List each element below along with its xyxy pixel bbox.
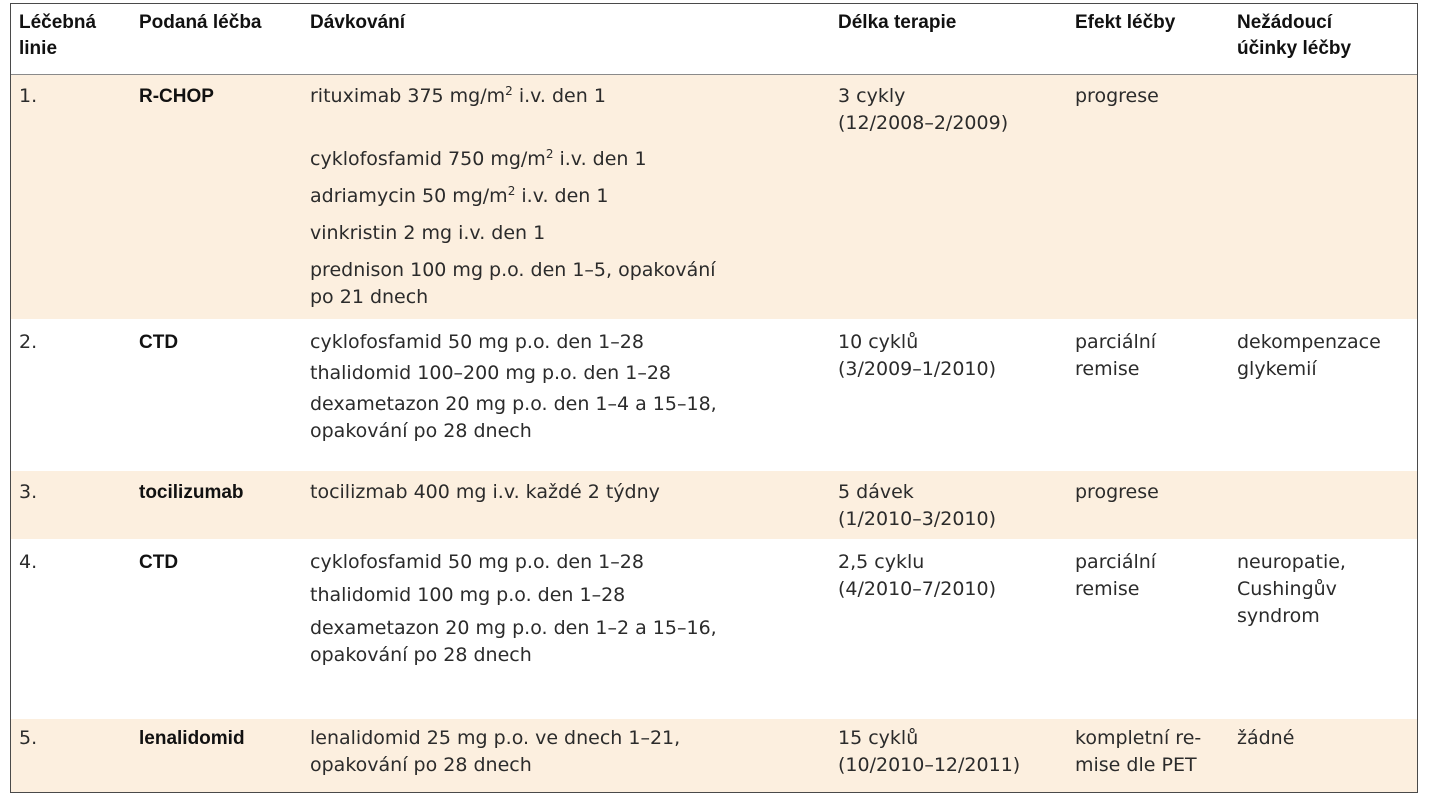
dose-line: dexametazon 20 mg p.o. den 1–2 a 15–16, — [310, 617, 717, 639]
row-effect: progrese — [1075, 479, 1159, 506]
dose-line: dexametazon 20 mg p.o. den 1–4 a 15–18, — [310, 393, 717, 415]
row-duration: 2,5 cyklu (4/2010–7/2010) — [838, 549, 996, 603]
dose-line: thalidomid 100 mg p.o. den 1–28 — [310, 584, 626, 606]
effect-line: mise dle PET — [1075, 754, 1197, 776]
row-side-effects: žádné — [1237, 725, 1294, 752]
duration-line: (10/2010–12/2011) — [838, 754, 1021, 776]
header-effect: Efekt léčby — [1075, 12, 1176, 33]
effect-line: remise — [1075, 578, 1140, 600]
table-row: 1. R-CHOP rituximab 375 mg/m2 i.v. den 1… — [11, 75, 1417, 319]
effect-line: remise — [1075, 358, 1140, 380]
table-header: Léčebná linie Podaná léčba Dávkování Dél… — [11, 4, 1417, 75]
row-treatment: R-CHOP — [139, 86, 214, 107]
header-line-1: Léčebná — [19, 12, 97, 33]
side-effect-line: dekompenzace — [1237, 331, 1381, 353]
header-side-1: Nežádoucí — [1237, 12, 1333, 33]
table-row: 2. CTD cyklofosfamid 50 mg p.o. den 1–28… — [11, 319, 1417, 451]
side-effect-line: neuropatie, — [1237, 551, 1346, 573]
duration-line: 5 dávek — [838, 481, 914, 503]
effect-line: progrese — [1075, 85, 1159, 107]
row-treatment: CTD — [139, 552, 179, 573]
dose-line: thalidomid 100–200 mg p.o. den 1–28 — [310, 362, 672, 384]
dose-line: lenalidomid 25 mg p.o. ve dnech 1–21, — [310, 727, 681, 749]
dose-line: cyklofosfamid 50 mg p.o. den 1–28 — [310, 551, 644, 573]
header-line-2: linie — [19, 38, 58, 59]
header-dosing: Dávkování — [310, 12, 406, 33]
duration-line: (4/2010–7/2010) — [838, 578, 997, 600]
dose-line: cyklofosfamid 50 mg p.o. den 1–28 — [310, 331, 644, 353]
row-treatment: tocilizumab — [139, 482, 244, 503]
dose-line: opakování po 28 dnech — [310, 644, 532, 666]
therapy-table: Léčebná linie Podaná léčba Dávkování Dél… — [10, 3, 1418, 793]
header-side-2: účinky léčby — [1237, 38, 1352, 59]
dose-line: adriamycin 50 mg/m2 i.v. den 1 — [310, 184, 609, 207]
row-line-number: 3. — [19, 481, 38, 503]
side-effect-line: Cushingův — [1237, 578, 1337, 600]
row-side-effects: neuropatie, Cushingův syndrom — [1237, 549, 1346, 630]
duration-line: (3/2009–1/2010) — [838, 358, 997, 380]
dose-line: rituximab 375 mg/m2 i.v. den 1 — [310, 84, 606, 107]
duration-line: 10 cyklů — [838, 331, 919, 353]
header-treatment: Podaná léčba — [139, 12, 262, 33]
row-effect: parciální remise — [1075, 329, 1156, 383]
row-dosing: cyklofosfamid 50 mg p.o. den 1–28 thalid… — [310, 329, 717, 445]
row-duration: 10 cyklů (3/2009–1/2010) — [838, 329, 996, 383]
row-effect: progrese — [1075, 83, 1159, 110]
side-effect-line: žádné — [1237, 727, 1295, 749]
row-treatment: lenalidomid — [139, 728, 245, 749]
row-dosing: tocilizmab 400 mg i.v. každé 2 týdny — [310, 479, 660, 506]
header-side-effects: Nežádoucí účinky léčby — [1237, 10, 1351, 62]
effect-line: parciální — [1075, 551, 1157, 573]
table-row: 3. tocilizumab tocilizmab 400 mg i.v. ka… — [11, 471, 1417, 539]
effect-line: progrese — [1075, 481, 1159, 503]
row-line-number: 1. — [19, 85, 38, 107]
duration-line: 2,5 cyklu — [838, 551, 925, 573]
effect-line: parciální — [1075, 331, 1157, 353]
header-duration: Délka terapie — [838, 12, 957, 33]
duration-line: (1/2010–3/2010) — [838, 508, 997, 530]
duration-line: 15 cyklů — [838, 727, 919, 749]
dose-line: vinkristin 2 mg i.v. den 1 — [310, 222, 546, 244]
row-dosing: cyklofosfamid 50 mg p.o. den 1–28 thalid… — [310, 549, 717, 669]
row-effect: kompletní re- mise dle PET — [1075, 725, 1201, 779]
duration-line: (12/2008–2/2009) — [838, 112, 1009, 134]
table-row: 5. lenalidomid lenalidomid 25 mg p.o. ve… — [11, 719, 1417, 792]
row-duration: 5 dávek (1/2010–3/2010) — [838, 479, 996, 533]
dose-line: opakování po 28 dnech — [310, 420, 532, 442]
dose-line: prednison 100 mg p.o. den 1–5, opakování — [310, 259, 716, 281]
side-effect-line: glykemií — [1237, 358, 1317, 380]
dose-line: po 21 dnech — [310, 286, 429, 308]
dose-line: cyklofosfamid 750 mg/m2 i.v. den 1 — [310, 147, 647, 170]
row-line-number: 2. — [19, 331, 38, 353]
row-effect: parciální remise — [1075, 549, 1156, 603]
row-duration: 3 cykly (12/2008–2/2009) — [838, 83, 1008, 137]
row-treatment: CTD — [139, 332, 179, 353]
row-line-number: 5. — [19, 727, 38, 749]
row-duration: 15 cyklů (10/2010–12/2011) — [838, 725, 1020, 779]
dose-line: tocilizmab 400 mg i.v. každé 2 týdny — [310, 481, 660, 503]
dose-line: opakování po 28 dnech — [310, 754, 532, 776]
row-line-number: 4. — [19, 551, 38, 573]
row-dosing: rituximab 375 mg/m2 i.v. den 1 cyklofosf… — [310, 83, 716, 311]
side-effect-line: syndrom — [1237, 605, 1320, 627]
header-line: Léčebná linie — [19, 10, 96, 62]
row-side-effects: dekompenzace glykemií — [1237, 329, 1381, 383]
effect-line: kompletní re- — [1075, 727, 1202, 749]
row-dosing: lenalidomid 25 mg p.o. ve dnech 1–21, op… — [310, 725, 680, 779]
duration-line: 3 cykly — [838, 85, 906, 107]
table-row: 4. CTD cyklofosfamid 50 mg p.o. den 1–28… — [11, 539, 1417, 719]
